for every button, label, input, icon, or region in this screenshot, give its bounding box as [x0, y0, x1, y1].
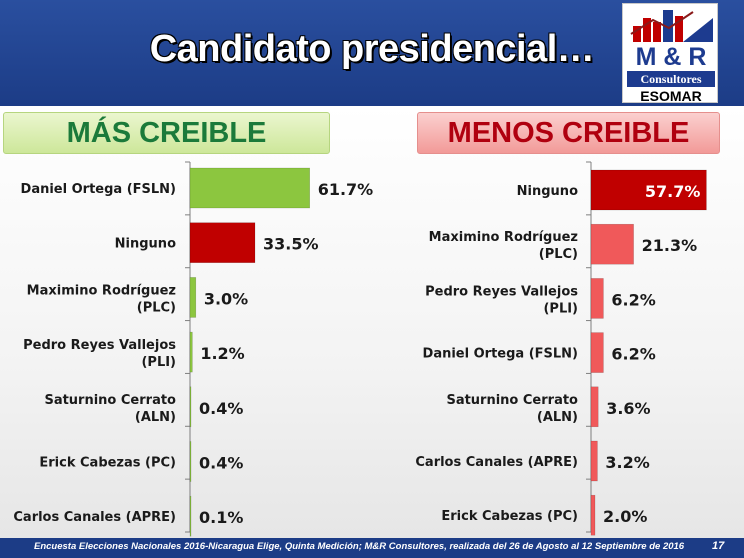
header-bar: Candidato presidencial… M & R Consultore…: [0, 0, 744, 106]
menos-creible-heading: MENOS CREIBLE: [417, 112, 720, 154]
logo-building-icon: [630, 10, 713, 42]
logo-esomar-text: ESOMAR: [640, 88, 702, 104]
footer-source-text: Encuesta Elecciones Nacionales 2016-Nica…: [34, 541, 685, 552]
logo-mr-text: M & R: [635, 43, 707, 71]
mas-creible-heading: MÁS CREIBLE: [3, 112, 330, 154]
page-title: Candidato presidencial…: [149, 28, 595, 70]
logo-consultores-text: Consultores: [627, 71, 715, 87]
company-logo: M & R Consultores ESOMAR: [622, 3, 718, 104]
page-number: 17: [712, 540, 725, 552]
content-area: [0, 106, 744, 538]
footer-bar: Encuesta Elecciones Nacionales 2016-Nica…: [0, 538, 744, 558]
